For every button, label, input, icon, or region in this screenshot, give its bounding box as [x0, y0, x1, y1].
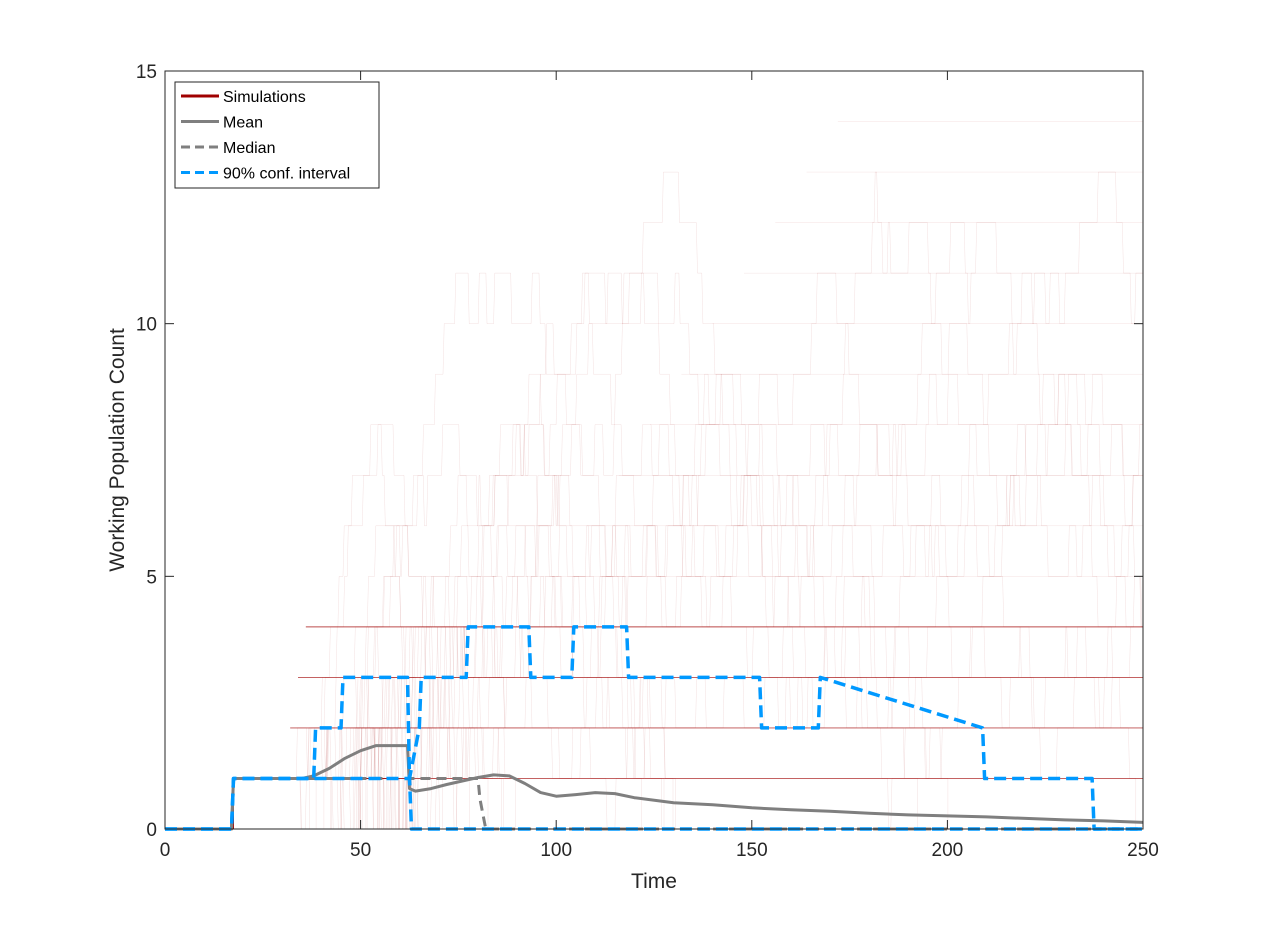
legend-label: 90% conf. interval [223, 166, 350, 183]
simulation-trace [165, 272, 1143, 830]
legend-box [174, 81, 380, 189]
axes [164, 70, 1144, 830]
x-tick-label: 200 [932, 840, 964, 861]
y-tick-label: 5 [146, 567, 157, 588]
legend: Simulations Mean Median 90% conf. interval [174, 81, 380, 189]
legend-label: Mean [223, 115, 263, 132]
simulation-trace [165, 374, 1144, 830]
simulation-trace [165, 272, 1144, 830]
plot-area-frame [164, 70, 1144, 830]
x-tick-label: 50 [350, 840, 371, 861]
tick-labels: 0 50 100 150 200 250 0 5 10 15 [136, 62, 1159, 861]
y-tick-label: 0 [146, 820, 157, 841]
series-median [165, 777, 1143, 831]
simulation-trace [165, 272, 1144, 830]
x-tick-label: 0 [160, 840, 171, 861]
series-mean [165, 744, 1144, 831]
simulation-trace [165, 171, 1144, 830]
x-tick-label: 150 [736, 840, 768, 861]
series-90-conf-interval-upper [165, 625, 1143, 831]
y-tick-label: 10 [136, 315, 157, 336]
x-tick-label: 100 [540, 840, 572, 861]
x-tick-label: 250 [1127, 840, 1159, 861]
y-tick-label: 15 [136, 62, 157, 83]
y-axis-label: Working Population Count [106, 328, 129, 572]
legend-label: Simulations [223, 89, 306, 106]
simulation-trace [165, 323, 1144, 830]
legend-label: Median [223, 140, 275, 157]
x-axis-label: Time [631, 870, 677, 893]
simulation-trace [165, 323, 1144, 830]
